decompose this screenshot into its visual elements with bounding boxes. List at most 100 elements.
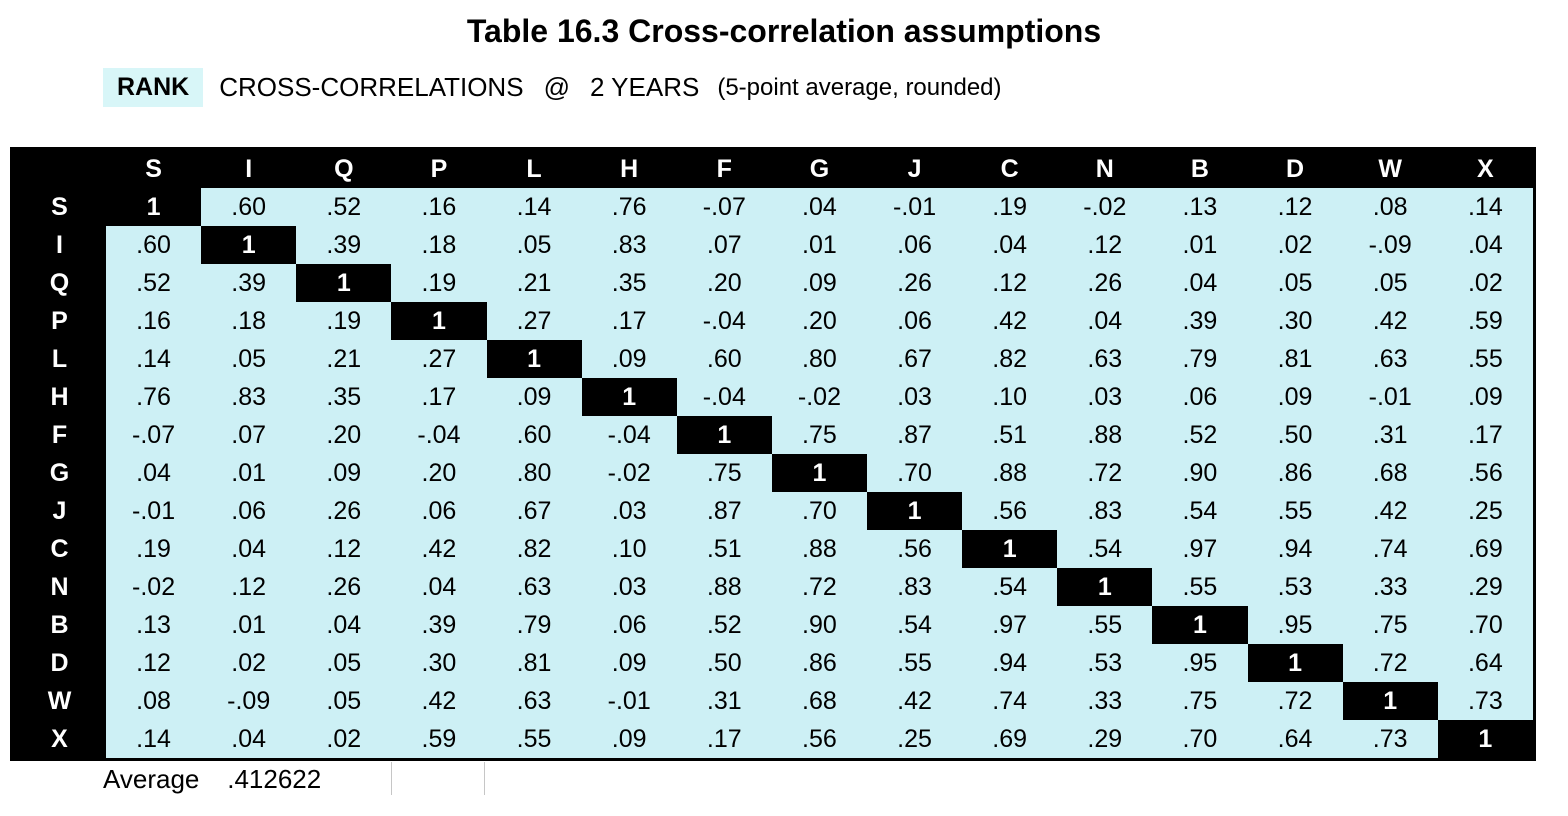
cell-L-H: .09 — [581, 340, 677, 378]
col-header-G: G — [771, 150, 867, 188]
cell-C-C: 1 — [962, 530, 1058, 568]
cell-H-B: .06 — [1152, 378, 1248, 416]
cell-W-G: .68 — [771, 682, 867, 720]
col-header-D: D — [1247, 150, 1343, 188]
row-header-W: W — [13, 682, 106, 720]
cell-X-B: .70 — [1152, 720, 1248, 758]
cell-P-Q: .19 — [296, 302, 392, 340]
cell-D-S: .12 — [106, 644, 202, 682]
cell-L-N: .63 — [1057, 340, 1153, 378]
cell-J-X: .25 — [1437, 492, 1533, 530]
cell-C-B: .97 — [1152, 530, 1248, 568]
cell-N-S: -.02 — [106, 568, 202, 606]
cell-W-C: .74 — [962, 682, 1058, 720]
cell-X-G: .56 — [771, 720, 867, 758]
row-header-L: L — [13, 340, 106, 378]
cell-C-L: .82 — [486, 530, 582, 568]
cell-J-S: -.01 — [106, 492, 202, 530]
matrix-row-B: B .13.01.04.39.79.06.52.90.54.97.55 1.95.7… — [13, 606, 1533, 644]
cell-C-H: .10 — [581, 530, 677, 568]
cell-Q-J: .26 — [867, 264, 963, 302]
cell-J-G: .70 — [771, 492, 867, 530]
cell-L-W: .63 — [1342, 340, 1438, 378]
cell-P-X: .59 — [1437, 302, 1533, 340]
cell-F-Q: .20 — [296, 416, 392, 454]
cell-X-N: .29 — [1057, 720, 1153, 758]
cell-N-W: .33 — [1342, 568, 1438, 606]
cell-J-B: .54 — [1152, 492, 1248, 530]
cell-C-P: .42 — [391, 530, 487, 568]
cell-B-J: .54 — [867, 606, 963, 644]
matrix-row-D: D .12.02.05.30.81.09.50.86.55.94.53.95 1.7… — [13, 644, 1533, 682]
cell-C-S: .19 — [106, 530, 202, 568]
cell-C-N: .54 — [1057, 530, 1153, 568]
col-header-C: C — [962, 150, 1058, 188]
cell-X-H: .09 — [581, 720, 677, 758]
cell-I-C: .04 — [962, 226, 1058, 264]
cell-W-P: .42 — [391, 682, 487, 720]
cell-G-I: .01 — [201, 454, 297, 492]
cell-B-B: 1 — [1152, 606, 1248, 644]
cell-I-S: .60 — [106, 226, 202, 264]
row-header-Q: Q — [13, 264, 106, 302]
row-header-F: F — [13, 416, 106, 454]
cell-F-H: -.04 — [581, 416, 677, 454]
spreadsheet-gridline-left — [391, 762, 392, 795]
cell-I-F: .07 — [676, 226, 772, 264]
cell-I-D: .02 — [1247, 226, 1343, 264]
cell-G-G: 1 — [771, 454, 867, 492]
cell-Q-L: .21 — [486, 264, 582, 302]
cell-G-W: .68 — [1342, 454, 1438, 492]
col-header-S: S — [106, 150, 202, 188]
matrix-row-S: S 1.60.52.16.14.76 -.07.04 -.01.19 -.02.13.1… — [13, 188, 1533, 226]
cell-G-C: .88 — [962, 454, 1058, 492]
cell-B-P: .39 — [391, 606, 487, 644]
cell-Q-N: .26 — [1057, 264, 1153, 302]
cell-G-N: .72 — [1057, 454, 1153, 492]
matrix-row-Q: Q .52.39 1.19.21.35.20.09.26.12.26.04.05.0… — [13, 264, 1533, 302]
cell-N-B: .55 — [1152, 568, 1248, 606]
cell-L-Q: .21 — [296, 340, 392, 378]
matrix-row-L: L .14.05.21.27 1.09.60.80.67.82.63.79.81.6… — [13, 340, 1533, 378]
cell-N-N: 1 — [1057, 568, 1153, 606]
cell-H-L: .09 — [486, 378, 582, 416]
cell-S-D: .12 — [1247, 188, 1343, 226]
cell-B-C: .97 — [962, 606, 1058, 644]
matrix-row-G: G .04.01.09.20.80 -.02.75 1.70.88.72.90.86.… — [13, 454, 1533, 492]
matrix-row-H: H .76.83.35.17.09 1 -.04 -.02.03.10.03.06.09… — [13, 378, 1533, 416]
cell-B-H: .06 — [581, 606, 677, 644]
cell-L-I: .05 — [201, 340, 297, 378]
cell-G-S: .04 — [106, 454, 202, 492]
cell-F-P: -.04 — [391, 416, 487, 454]
cell-F-F: 1 — [676, 416, 772, 454]
corner-cell — [13, 150, 106, 188]
cell-N-Q: .26 — [296, 568, 392, 606]
cell-X-J: .25 — [867, 720, 963, 758]
cell-W-S: .08 — [106, 682, 202, 720]
cell-D-G: .86 — [771, 644, 867, 682]
cell-J-L: .67 — [486, 492, 582, 530]
cell-N-H: .03 — [581, 568, 677, 606]
cell-X-P: .59 — [391, 720, 487, 758]
cell-H-S: .76 — [106, 378, 202, 416]
cell-P-F: -.04 — [676, 302, 772, 340]
cell-W-B: .75 — [1152, 682, 1248, 720]
cell-W-Q: .05 — [296, 682, 392, 720]
cell-D-W: .72 — [1342, 644, 1438, 682]
cell-W-N: .33 — [1057, 682, 1153, 720]
cell-L-B: .79 — [1152, 340, 1248, 378]
cell-B-S: .13 — [106, 606, 202, 644]
cell-C-I: .04 — [201, 530, 297, 568]
col-header-I: I — [201, 150, 297, 188]
cell-C-D: .94 — [1247, 530, 1343, 568]
cell-F-B: .52 — [1152, 416, 1248, 454]
cell-P-B: .39 — [1152, 302, 1248, 340]
row-header-J: J — [13, 492, 106, 530]
cell-S-F: -.07 — [676, 188, 772, 226]
cell-B-W: .75 — [1342, 606, 1438, 644]
cell-P-L: .27 — [486, 302, 582, 340]
cell-S-J: -.01 — [867, 188, 963, 226]
cell-J-N: .83 — [1057, 492, 1153, 530]
